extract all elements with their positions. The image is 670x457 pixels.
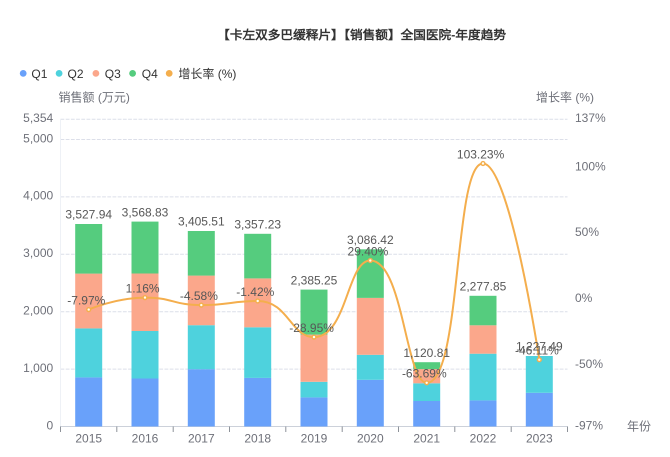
svg-text:1.16%: 1.16% bbox=[126, 281, 160, 295]
svg-text:Q1: Q1 bbox=[31, 67, 47, 81]
svg-text:103.23%: 103.23% bbox=[457, 147, 505, 161]
svg-text:2016: 2016 bbox=[132, 432, 159, 446]
svg-text:3,405.51: 3,405.51 bbox=[178, 215, 225, 229]
svg-text:0%: 0% bbox=[575, 291, 593, 305]
svg-text:Q3: Q3 bbox=[105, 67, 121, 81]
svg-text:【卡左双多巴缓释片】【销售额】全国医院-年度趋势: 【卡左双多巴缓释片】【销售额】全国医院-年度趋势 bbox=[217, 27, 506, 42]
svg-text:1,120.81: 1,120.81 bbox=[403, 346, 450, 360]
svg-text:0: 0 bbox=[47, 418, 54, 432]
svg-text:-97%: -97% bbox=[575, 418, 603, 432]
svg-text:-28.95%: -28.95% bbox=[289, 321, 334, 335]
svg-text:2018: 2018 bbox=[244, 432, 271, 446]
svg-text:增长率 (%): 增长率 (%) bbox=[536, 90, 594, 105]
svg-text:29.40%: 29.40% bbox=[348, 244, 389, 258]
svg-text:2015: 2015 bbox=[75, 432, 102, 446]
svg-text:2,000: 2,000 bbox=[23, 304, 53, 318]
svg-text:100%: 100% bbox=[575, 160, 606, 174]
svg-text:-7.97%: -7.97% bbox=[67, 293, 105, 307]
svg-text:-46.11%: -46.11% bbox=[515, 344, 559, 358]
svg-text:3,000: 3,000 bbox=[23, 246, 53, 260]
svg-text:年份: 年份 bbox=[627, 420, 651, 434]
svg-text:2019: 2019 bbox=[301, 432, 328, 446]
svg-text:1,227.49: 1,227.49 bbox=[516, 340, 563, 354]
svg-text:3,086.42: 3,086.42 bbox=[347, 233, 394, 247]
svg-text:5,354: 5,354 bbox=[23, 111, 53, 125]
svg-text:137%: 137% bbox=[575, 111, 606, 125]
svg-text:-50%: -50% bbox=[575, 357, 603, 371]
svg-text:3,568.83: 3,568.83 bbox=[122, 205, 169, 219]
svg-text:-4.58%: -4.58% bbox=[180, 289, 218, 303]
svg-text:2021: 2021 bbox=[413, 432, 440, 446]
svg-text:2017: 2017 bbox=[188, 432, 215, 446]
svg-text:50%: 50% bbox=[575, 225, 599, 239]
svg-text:2,385.25: 2,385.25 bbox=[291, 273, 338, 287]
svg-text:3,357.23: 3,357.23 bbox=[234, 218, 281, 232]
svg-text:3,527.94: 3,527.94 bbox=[65, 208, 112, 222]
svg-text:4,000: 4,000 bbox=[23, 189, 53, 203]
svg-text:1,000: 1,000 bbox=[23, 361, 53, 375]
svg-text:2023: 2023 bbox=[526, 432, 553, 446]
svg-text:2022: 2022 bbox=[470, 432, 497, 446]
svg-text:2,277.85: 2,277.85 bbox=[460, 280, 507, 294]
svg-text:增长率 (%): 增长率 (%) bbox=[178, 66, 236, 81]
svg-text:2020: 2020 bbox=[357, 432, 384, 446]
svg-text:-63.69%: -63.69% bbox=[402, 367, 447, 381]
svg-text:Q4: Q4 bbox=[142, 67, 158, 81]
svg-text:Q2: Q2 bbox=[68, 67, 84, 81]
svg-text:5,000: 5,000 bbox=[23, 131, 53, 145]
svg-text:销售额 (万元): 销售额 (万元) bbox=[59, 90, 130, 105]
svg-text:-1.42%: -1.42% bbox=[236, 285, 274, 299]
